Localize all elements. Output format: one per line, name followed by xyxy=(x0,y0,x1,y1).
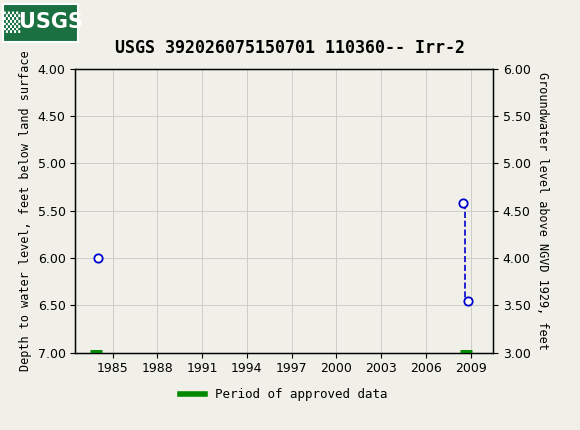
Text: USGS 392026075150701 110360-- Irr-2: USGS 392026075150701 110360-- Irr-2 xyxy=(115,39,465,57)
Text: ▒USGS: ▒USGS xyxy=(3,12,83,34)
Y-axis label: Groundwater level above NGVD 1929, feet: Groundwater level above NGVD 1929, feet xyxy=(536,72,549,350)
Legend: Period of approved data: Period of approved data xyxy=(176,383,393,406)
FancyBboxPatch shape xyxy=(3,3,78,42)
Y-axis label: Depth to water level, feet below land surface: Depth to water level, feet below land su… xyxy=(19,50,32,371)
